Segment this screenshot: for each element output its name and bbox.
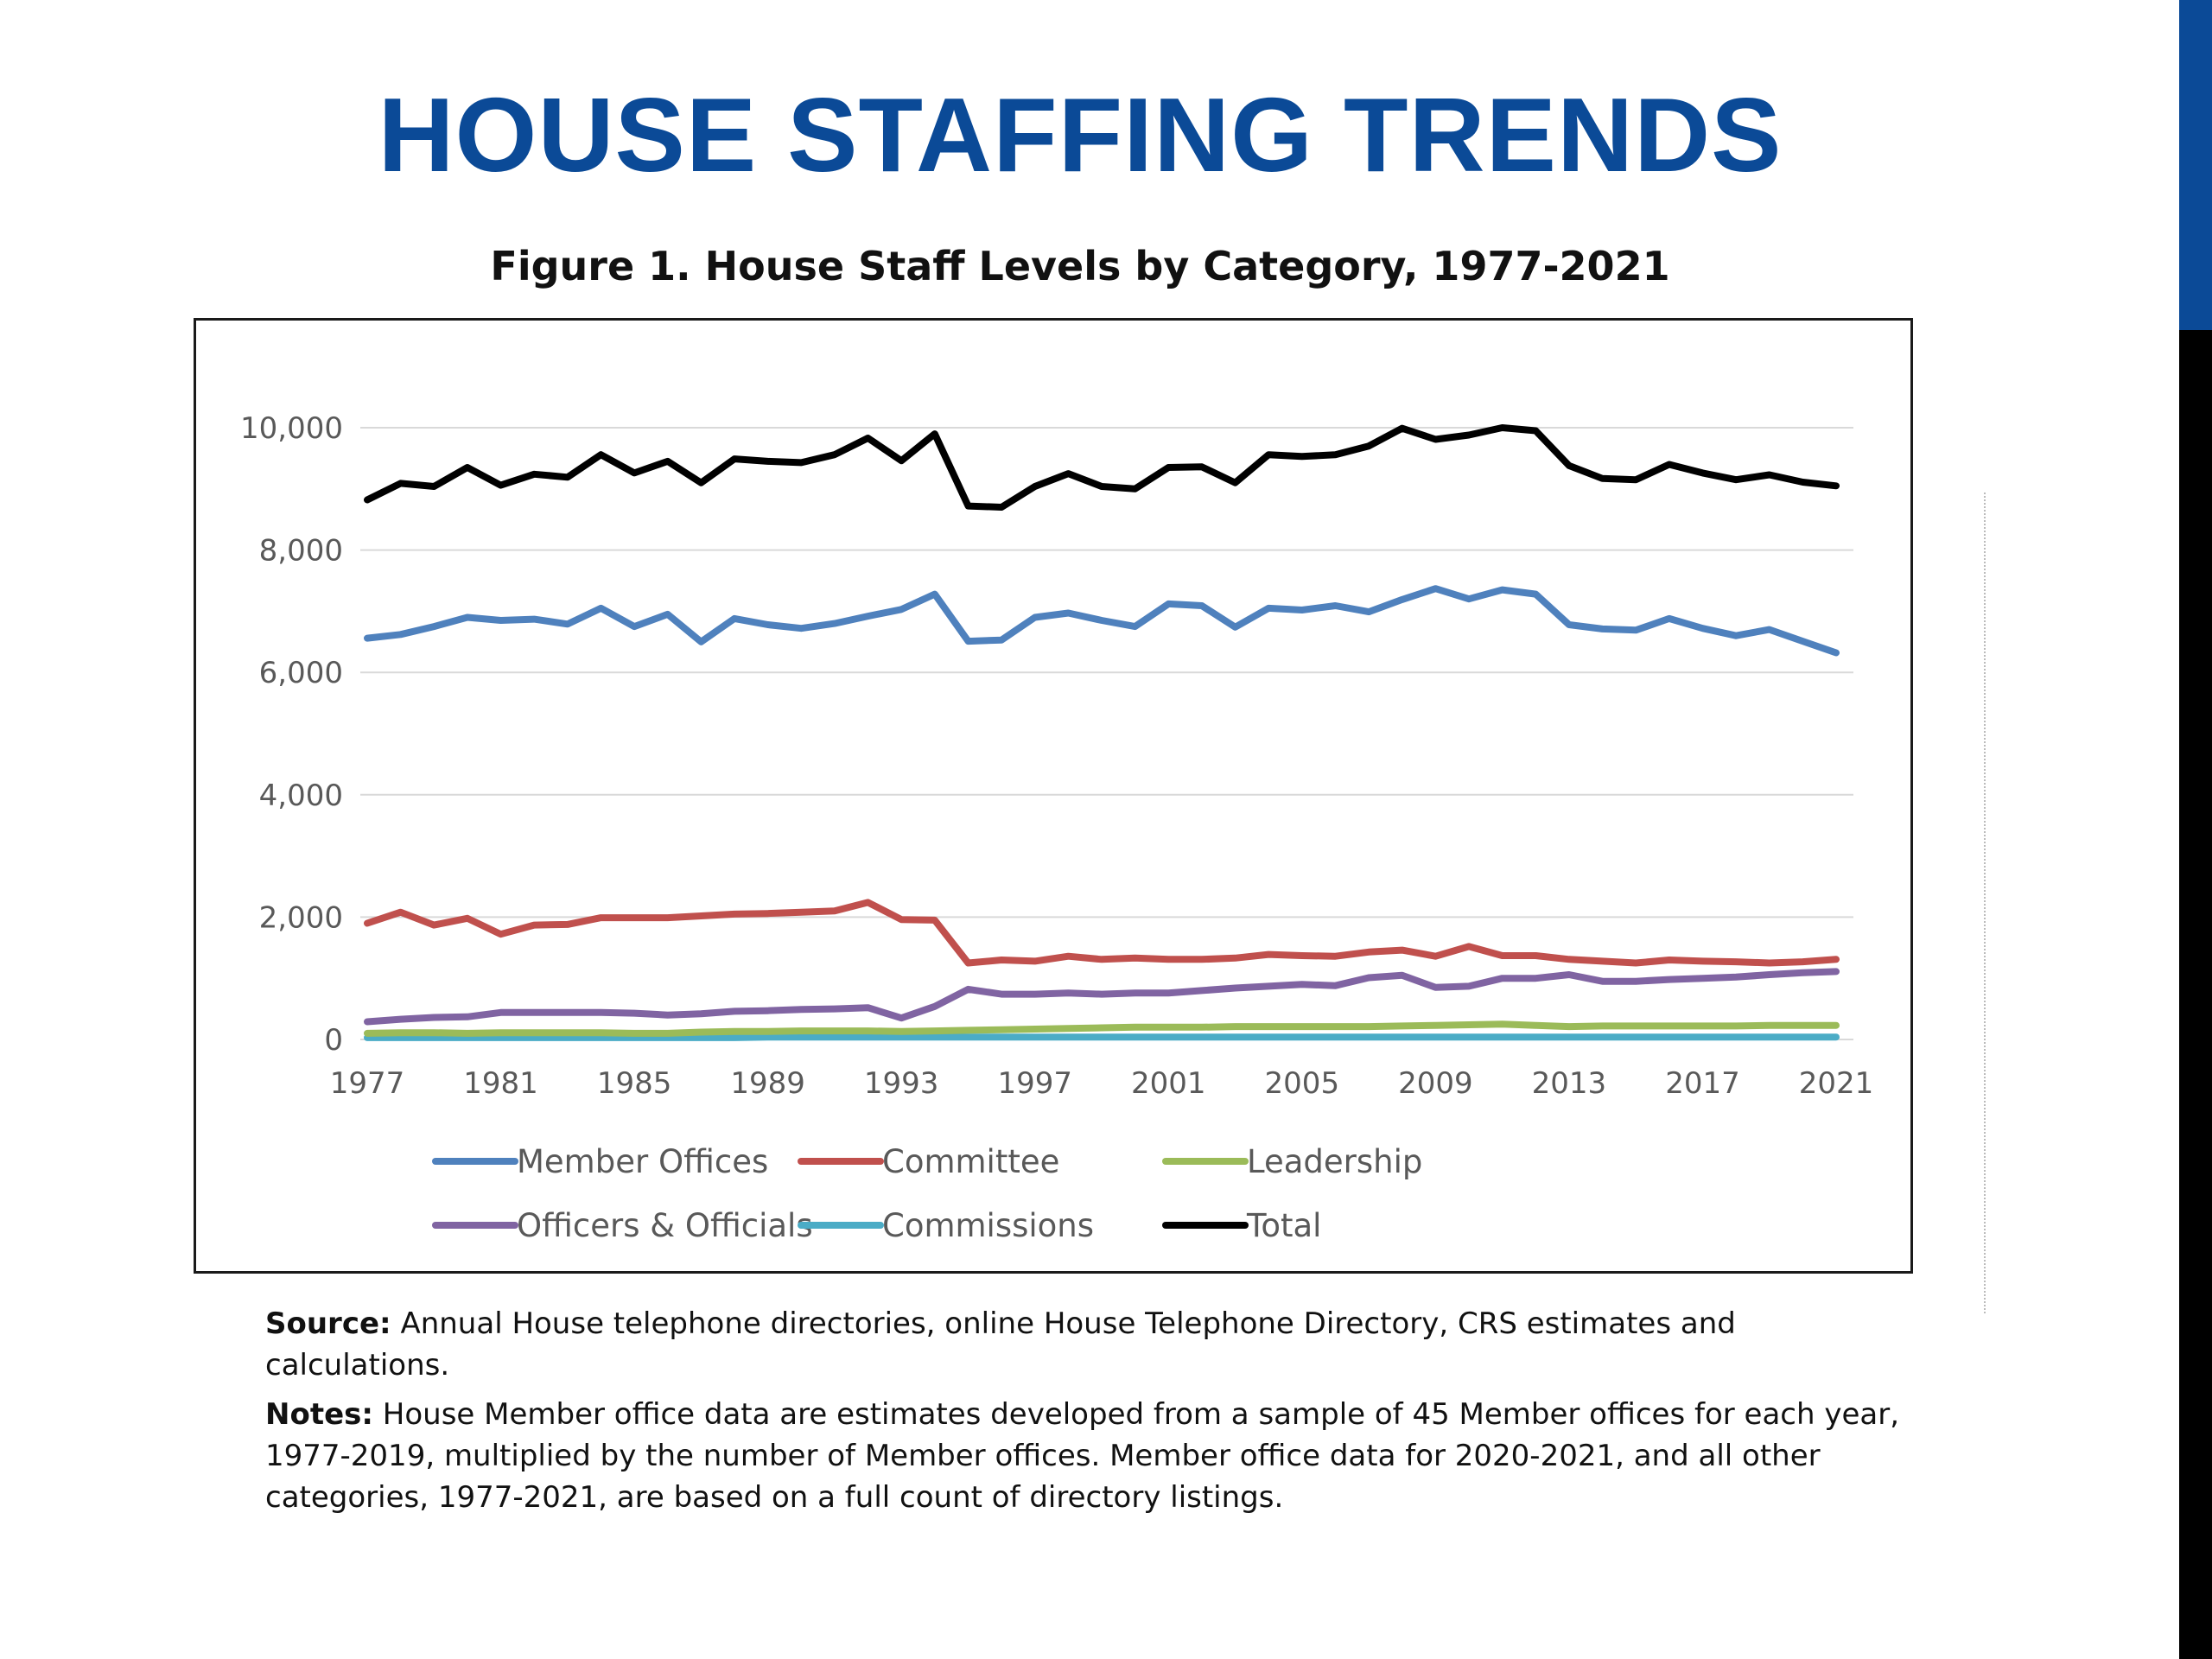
notes-text: House Member office data are estimates d…: [265, 1397, 1900, 1515]
x-tick-label: 2013: [1532, 1066, 1607, 1101]
line-chart: 0 2,000 4,000 6,000 8,000 10,000 1977 1981 1985…: [240, 411, 1874, 1244]
series-line-committee: [364, 899, 1840, 967]
x-tick-label: 1989: [730, 1066, 805, 1101]
gridlines: [360, 427, 1853, 1040]
x-tick-label: 2021: [1799, 1066, 1874, 1101]
series-line-member-offices: [364, 585, 1840, 657]
legend-label-member-offices: Member Offices: [517, 1143, 768, 1180]
series-line-commissions: [364, 1033, 1840, 1041]
x-axis-ticks: 1977 1981 1985 1989 1993 1997 2001 2005 2009 2013…: [330, 1066, 1874, 1101]
legend: Member Offices Committee Leadership Officer…: [432, 1143, 1422, 1244]
source-text: Annual House telephone directories, onli…: [265, 1306, 1736, 1382]
legend-label-officers-officials: Officers & Officials: [517, 1207, 813, 1244]
x-tick-label: 2017: [1665, 1066, 1740, 1101]
x-tick-label: 1985: [597, 1066, 672, 1101]
notes-note: Notes: House Member office data are esti…: [265, 1394, 1907, 1518]
x-tick-label: 2001: [1131, 1066, 1206, 1101]
chart-frame: 0 2,000 4,000 6,000 8,000 10,000 1977 1981 1985…: [194, 318, 1913, 1274]
y-tick-label: 10,000: [240, 411, 343, 446]
series-line-officers-officials: [364, 968, 1840, 1026]
source-note: Source: Annual House telephone directori…: [265, 1303, 1907, 1386]
legend-label-committee: Committee: [882, 1143, 1059, 1180]
source-label: Source:: [265, 1306, 391, 1341]
legend-label-leadership: Leadership: [1247, 1143, 1422, 1180]
legend-label-commissions: Commissions: [882, 1207, 1094, 1244]
y-tick-label: 8,000: [259, 534, 343, 569]
slide-edge-bar: [2179, 330, 2212, 1659]
y-tick-label: 2,000: [259, 900, 343, 935]
legend-label-total: Total: [1246, 1207, 1321, 1244]
slide-dotted-rule: [1984, 493, 1986, 1313]
notes-label: Notes:: [265, 1397, 373, 1432]
series-line-leadership: [364, 1020, 1840, 1037]
slide-title: HOUSE STAFFING TRENDS: [378, 76, 1783, 194]
x-tick-label: 2009: [1398, 1066, 1473, 1101]
y-tick-label: 6,000: [259, 656, 343, 690]
figure-title: Figure 1. House Staff Levels by Category…: [490, 243, 1670, 289]
x-tick-label: 1997: [997, 1066, 1072, 1101]
series-lines: [364, 424, 1840, 1041]
slide-accent-bar: [2179, 0, 2212, 330]
y-axis-ticks: 0 2,000 4,000 6,000 8,000 10,000: [240, 411, 343, 1058]
x-tick-label: 1977: [330, 1066, 405, 1101]
y-tick-label: 0: [324, 1023, 343, 1058]
x-tick-label: 2005: [1265, 1066, 1340, 1101]
x-tick-label: 1993: [864, 1066, 939, 1101]
y-tick-label: 4,000: [259, 779, 343, 813]
series-line-total: [364, 424, 1840, 511]
x-tick-label: 1981: [463, 1066, 538, 1101]
